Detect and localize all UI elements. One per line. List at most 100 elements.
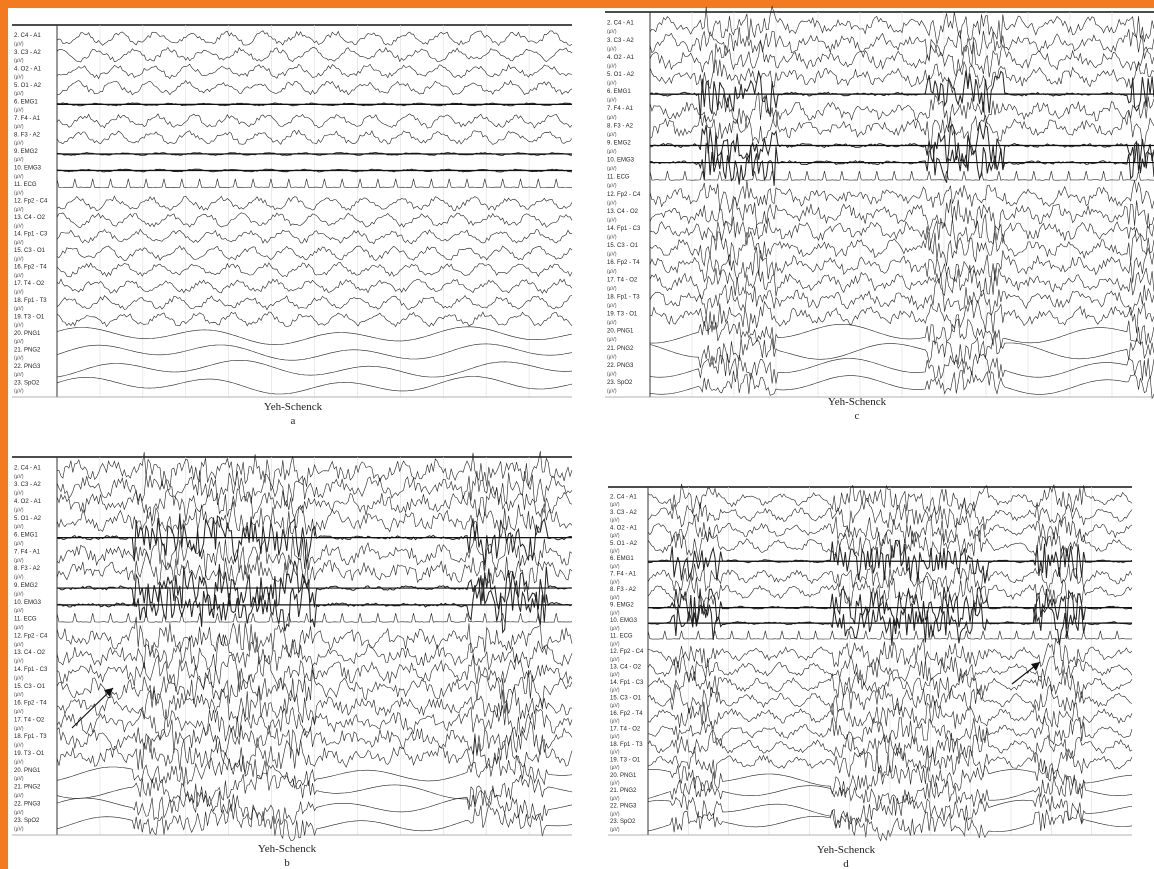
- unit-label: (µV): [14, 389, 24, 395]
- unit-label: (µV): [607, 81, 617, 87]
- unit-label: (µV): [607, 149, 617, 155]
- channel-label: 8. F3 - A2: [610, 587, 637, 593]
- channel-label: 11. ECG: [14, 617, 37, 623]
- eeg-trace: [56, 470, 573, 507]
- caption: Yeh-Schenck: [828, 396, 887, 408]
- channel-label: 14. Fp1 - C3: [607, 226, 641, 232]
- eeg-trace: [649, 246, 1154, 283]
- unit-label: (µV): [610, 703, 620, 709]
- channel-label: 23. SpO2: [607, 380, 633, 386]
- channel-label: 19. T3 - O1: [607, 312, 638, 318]
- eeg-trace: [649, 109, 1154, 149]
- channel-label: 13. C4 - O2: [610, 665, 642, 671]
- unit-label: (µV): [14, 356, 24, 362]
- eeg-trace: [649, 264, 1154, 300]
- channel-label: 23. SpO2: [14, 818, 40, 824]
- unit-label: (µV): [14, 108, 24, 114]
- eeg-trace: [647, 529, 1133, 561]
- channel-label: 10. EMG3: [14, 600, 42, 606]
- eeg-trace: [647, 654, 1133, 687]
- unit-label: (µV): [14, 759, 24, 765]
- channel-label: 20. PNG1: [610, 773, 637, 779]
- unit-label: (µV): [607, 217, 617, 223]
- unit-label: (µV): [14, 491, 24, 497]
- unit-label: (µV): [607, 63, 617, 69]
- channel-label: 9. EMG2: [610, 603, 634, 609]
- channel-label: 5. O1 - A2: [610, 541, 638, 547]
- channel-label: 10. EMG3: [607, 158, 635, 164]
- left-border: [0, 0, 8, 869]
- channel-label: 21. PNG2: [607, 346, 634, 352]
- unit-label: (µV): [14, 339, 24, 345]
- channel-label: 4. O2 - A1: [14, 66, 42, 72]
- channel-label: 11. ECG: [610, 634, 633, 640]
- channel-label: 6. EMG1: [610, 556, 634, 562]
- eeg-trace: [647, 809, 1133, 842]
- eeg-trace: [647, 575, 1133, 610]
- unit-label: (µV): [14, 306, 24, 312]
- eeg-trace: [647, 684, 1133, 716]
- unit-label: (µV): [610, 641, 620, 647]
- channel-label: 2. C4 - A1: [14, 33, 41, 39]
- channel-label: 16. Fp2 - T4: [607, 260, 640, 266]
- eeg-trace: [56, 311, 573, 328]
- eeg-trace: [647, 563, 1133, 593]
- channel-label: 15. C3 - O1: [14, 684, 46, 690]
- unit-label: (µV): [14, 827, 24, 833]
- unit-label: (µV): [14, 273, 24, 279]
- unit-label: (µV): [14, 793, 24, 799]
- eeg-trace: [56, 487, 573, 522]
- eeg-trace: [56, 129, 573, 145]
- channel-label: 17. T4 - O2: [14, 281, 45, 287]
- unit-label: (µV): [14, 575, 24, 581]
- eeg-trace: [56, 245, 573, 261]
- eeg-trace: [647, 764, 1133, 795]
- unit-label: (µV): [610, 564, 620, 570]
- channel-label: 22. PNG3: [14, 801, 41, 807]
- unit-label: (µV): [610, 781, 620, 787]
- unit-label: (µV): [14, 659, 24, 665]
- channel-label: 2. C4 - A1: [607, 21, 634, 27]
- unit-label: (µV): [14, 541, 24, 547]
- eeg-trace: [56, 551, 573, 593]
- eeg-trace: [649, 91, 1154, 130]
- eeg-trace: [56, 513, 573, 566]
- arrow: [71, 687, 114, 729]
- channel-label: 3. C3 - A2: [14, 482, 41, 488]
- channel-label: 22. PNG3: [610, 804, 637, 810]
- eeg-trace: [56, 262, 573, 278]
- unit-label: (µV): [14, 190, 24, 196]
- unit-label: (µV): [14, 810, 24, 816]
- eeg-trace: [649, 26, 1154, 62]
- channel-label: 8. F3 - A2: [14, 132, 41, 138]
- channel-label: 5. O1 - A2: [607, 72, 635, 78]
- eeg-trace: [56, 228, 573, 245]
- unit-label: (µV): [14, 743, 24, 749]
- eeg-trace: [56, 501, 573, 539]
- eeg-trace: [56, 531, 573, 577]
- eeg-trace: [649, 299, 1154, 335]
- channel-label: 2. C4 - A1: [14, 465, 41, 471]
- unit-label: (µV): [14, 692, 24, 698]
- unit-label: (µV): [14, 289, 24, 295]
- unit-label: (µV): [607, 337, 617, 343]
- eeg-trace: [56, 669, 573, 710]
- caption: Yeh-Schenck: [264, 401, 323, 413]
- channel-label: 22. PNG3: [607, 363, 634, 369]
- eeg-trace: [56, 343, 573, 361]
- eeg-trace: [649, 38, 1154, 78]
- unit-label: (µV): [610, 750, 620, 756]
- channel-label: 17. T4 - O2: [607, 277, 638, 283]
- eeg-trace: [56, 195, 573, 212]
- channel-label: 9. EMG2: [14, 149, 38, 155]
- eeg-trace: [56, 326, 573, 345]
- unit-label: (µV): [14, 608, 24, 614]
- channel-label: 3. C3 - A2: [14, 50, 41, 56]
- channel-label: 5. O1 - A2: [14, 516, 42, 522]
- channel-label: 4. O2 - A1: [610, 525, 638, 531]
- channel-label: 19. T3 - O1: [14, 314, 45, 320]
- unit-label: (µV): [607, 183, 617, 189]
- channel-label: 13. C4 - O2: [607, 209, 639, 215]
- unit-label: (µV): [14, 323, 24, 329]
- channel-label: 12. Fp2 - C4: [14, 633, 48, 639]
